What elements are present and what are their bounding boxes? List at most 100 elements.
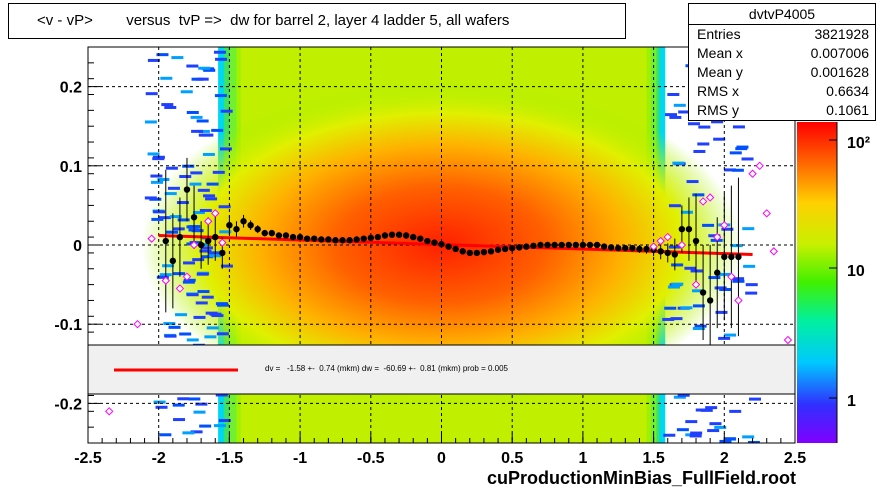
density-cell — [687, 122, 700, 126]
density-cell — [669, 115, 682, 119]
density-cell — [211, 128, 224, 132]
data-point-black — [353, 236, 360, 243]
data-point-black — [438, 241, 445, 248]
data-point-black — [226, 222, 233, 229]
data-point-black — [176, 233, 184, 241]
z-tick-label: 1 — [847, 393, 856, 410]
data-point-black — [607, 244, 615, 251]
density-cell — [196, 77, 209, 81]
stats-row-mean-y: Mean y 0.001628 — [697, 64, 869, 80]
data-point-black — [346, 237, 353, 244]
density-cell — [200, 246, 213, 250]
data-point-black — [459, 248, 466, 255]
density-cell — [677, 393, 690, 397]
data-point-magenta — [691, 280, 701, 289]
z-tick-label: 10 — [847, 263, 865, 280]
density-cell — [690, 431, 703, 435]
density-cell — [145, 92, 158, 96]
density-cell — [172, 403, 185, 407]
density-cell — [680, 210, 693, 214]
density-cell — [177, 218, 190, 222]
density-cell — [190, 430, 203, 434]
density-cell — [748, 397, 761, 401]
data-point-black — [487, 248, 495, 255]
density-cell — [203, 68, 216, 72]
data-point-black — [197, 241, 205, 249]
data-point-black — [622, 244, 629, 252]
data-point-black — [254, 225, 261, 233]
density-cell — [164, 334, 177, 338]
data-point-black — [565, 241, 572, 249]
z-tick-label: 10² — [847, 135, 870, 152]
density-cell — [709, 422, 722, 426]
density-cell — [164, 192, 177, 196]
data-point-black — [699, 289, 707, 296]
x-tick-label: 2.5 — [784, 450, 806, 467]
y-tick-label: 0 — [73, 238, 82, 255]
density-cell — [220, 109, 233, 113]
density-cell — [216, 303, 229, 307]
density-cell — [714, 286, 727, 290]
density-cell — [183, 261, 196, 265]
density-cell — [191, 129, 204, 133]
data-point-black — [360, 235, 367, 242]
data-point-black — [289, 233, 297, 241]
density-cell — [218, 205, 231, 209]
density-cell — [156, 53, 169, 57]
density-cell — [700, 408, 713, 412]
data-point-black — [728, 253, 735, 261]
data-point-magenta — [105, 407, 114, 416]
data-point-black — [494, 246, 502, 253]
data-point-black — [311, 235, 318, 242]
density-cell — [721, 227, 734, 231]
stats-box: dvtvP4005 Entries 3821928 Mean x 0.007006 … — [688, 3, 876, 121]
density-cell — [172, 227, 185, 231]
data-point-black — [332, 237, 339, 244]
data-point-black — [417, 235, 424, 242]
x-tick-label: -2 — [152, 450, 166, 467]
data-point-black — [586, 241, 594, 249]
data-point-magenta — [698, 197, 708, 206]
data-point-black — [402, 232, 410, 239]
density-cell — [205, 197, 218, 201]
density-cell — [667, 285, 680, 289]
data-point-black — [388, 231, 396, 238]
density-cell — [202, 152, 215, 156]
density-cell — [197, 188, 210, 192]
density-cell — [192, 211, 205, 215]
density-cell — [177, 397, 190, 401]
density-cell — [215, 302, 228, 306]
data-point-black — [537, 241, 544, 249]
data-point-black — [296, 233, 304, 241]
density-cell — [729, 409, 742, 413]
density-cell — [220, 264, 233, 268]
density-cell — [151, 180, 164, 184]
density-cell — [692, 193, 705, 197]
source-file-label: cuProductionMinBias_FullField.root — [487, 468, 797, 488]
density-cell — [713, 137, 726, 141]
density-cell — [204, 335, 217, 339]
density-cell — [715, 310, 728, 314]
density-cell — [171, 56, 184, 60]
data-point-black — [240, 218, 247, 225]
data-point-black — [692, 237, 700, 245]
density-cell — [182, 280, 195, 284]
data-point-black — [282, 232, 290, 239]
data-point-black — [706, 297, 714, 304]
data-point-black — [325, 236, 332, 243]
density-cell — [741, 157, 754, 161]
density-cell — [678, 110, 691, 114]
density-cell — [167, 186, 180, 190]
density-cell — [691, 289, 704, 293]
density-cell — [698, 125, 711, 129]
density-cell — [147, 152, 160, 156]
data-point-magenta — [762, 209, 771, 218]
density-cell — [702, 223, 715, 227]
data-point-black — [445, 243, 452, 250]
density-cell — [164, 105, 177, 109]
density-cell — [742, 435, 755, 439]
density-cell — [160, 76, 173, 80]
density-cell — [673, 395, 686, 399]
density-cell — [159, 433, 172, 437]
data-point-black — [275, 232, 283, 239]
